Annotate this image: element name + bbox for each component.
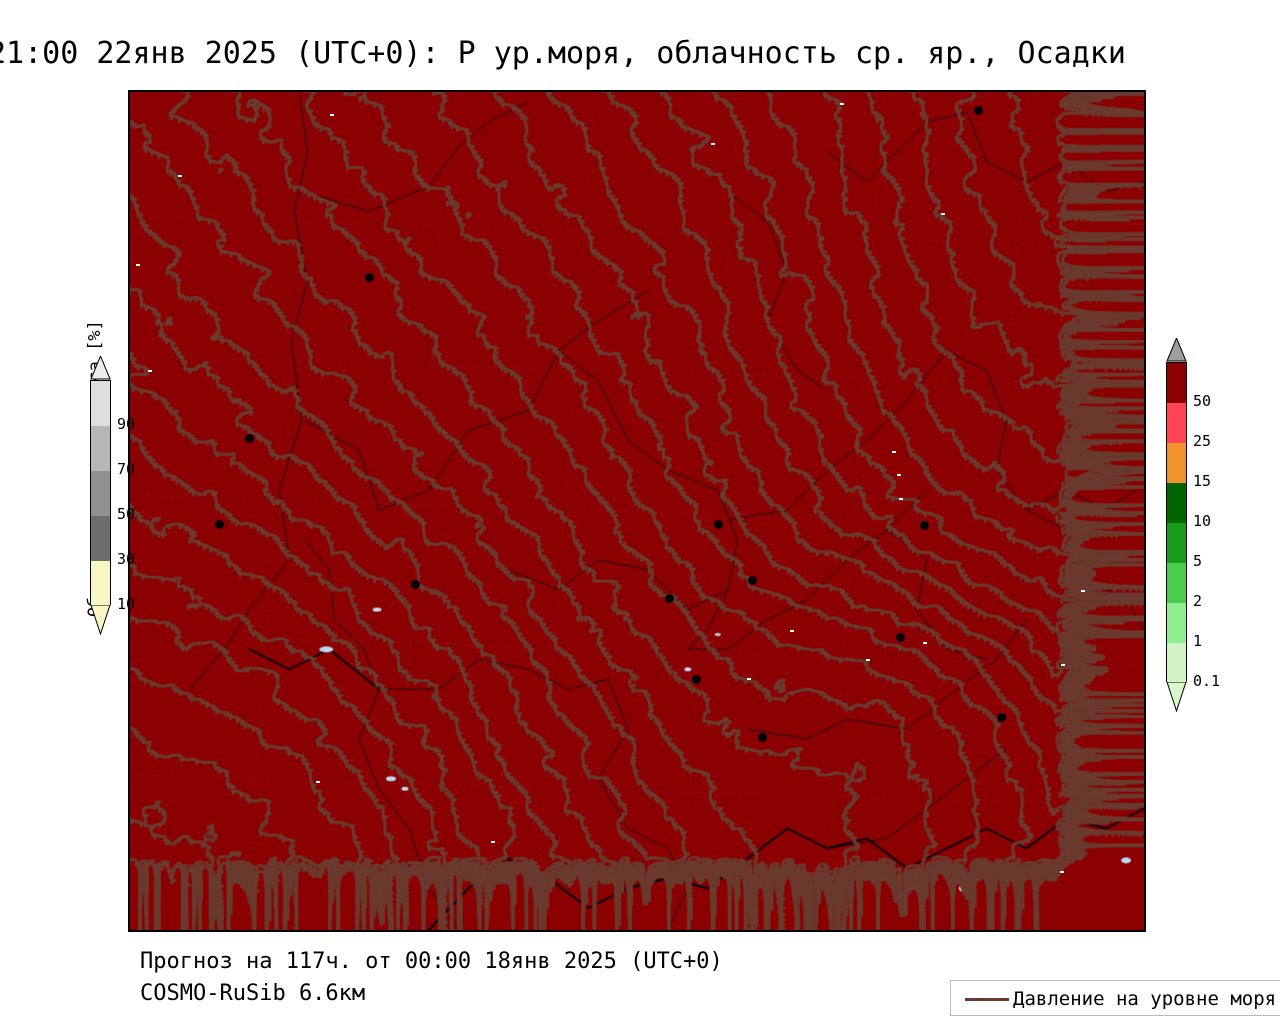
colorbar-segment	[1167, 643, 1186, 683]
colorbar-tick-label: 70	[117, 460, 136, 478]
precipitation-colorbar: Осадки за предыдущие 3 часа [мм] 5025151…	[1166, 334, 1220, 712]
pressure-isoline-label	[330, 114, 334, 116]
colorbar-segment	[1167, 603, 1186, 643]
colorbar-tick-label: 15	[1193, 472, 1212, 490]
pressure-isoline-label	[840, 103, 844, 105]
colorbar-segment	[91, 381, 110, 426]
pressure-isoline-label	[316, 781, 320, 783]
pressure-isoline-label	[790, 630, 794, 632]
map-raster	[130, 92, 1144, 930]
pressure-isoline-label	[899, 498, 903, 500]
forecast-info: Прогноз на 117ч. от 00:00 18янв 2025 (UT…	[140, 949, 723, 974]
model-info: COSMO-RuSib 6.6км	[140, 981, 366, 1006]
colorbar-segment	[1167, 403, 1186, 443]
colorbar-tick-label: 10	[117, 595, 136, 613]
pressure-isoline-label	[1061, 664, 1065, 666]
pressure-isoline-label	[897, 474, 901, 476]
colorbar-tick-label: 30	[117, 550, 136, 568]
pressure-isoline-label	[148, 370, 152, 372]
colorbar-segment	[91, 471, 110, 516]
colorbar-bottom-arrow-icon	[90, 605, 111, 635]
colorbar-bottom-arrow-icon	[1166, 682, 1187, 712]
pressure-isoline-label	[178, 175, 182, 177]
colorbar-tick-label: 2	[1193, 592, 1203, 610]
pressure-isoline-label	[892, 451, 896, 453]
chart-title-bar: 21:00 22янв 2025 (UTC+0): P ур.моря, обл…	[0, 32, 1280, 76]
pressure-legend-line-icon	[965, 998, 1009, 1001]
footer: Прогноз на 117ч. от 00:00 18янв 2025 (UT…	[140, 946, 723, 1010]
pressure-isoline-label	[711, 143, 715, 145]
pressure-legend: Давление на уровне моря	[950, 980, 1280, 1016]
colorbar-segment	[1167, 563, 1186, 603]
colorbar-segment	[1167, 363, 1186, 403]
page-title: 21:00 22янв 2025 (UTC+0): P ур.моря, обл…	[0, 36, 1126, 71]
colorbar-tick-label: 1	[1193, 632, 1203, 650]
pressure-isoline-label	[1081, 590, 1085, 592]
weather-map[interactable]	[128, 90, 1146, 932]
pressure-isoline-label	[941, 213, 945, 215]
pressure-legend-label: Давление на уровне моря	[1013, 988, 1277, 1010]
colorbar-top-arrow-icon	[90, 356, 111, 380]
colorbar-tick-label: 0.1	[1193, 672, 1221, 690]
colorbar-segment	[91, 426, 110, 471]
pressure-isoline-label	[866, 659, 870, 661]
colorbar-segment	[91, 561, 110, 606]
colorbar-tick-label: 50	[117, 505, 136, 523]
colorbar-body	[1166, 362, 1187, 683]
pressure-isoline-label	[747, 678, 751, 680]
colorbar-tick-label: 90	[117, 415, 136, 433]
colorbar-tick-label: 50	[1193, 392, 1212, 410]
pressure-isoline-label	[491, 841, 495, 843]
pressure-isoline-label	[136, 264, 140, 266]
colorbar-segment	[1167, 443, 1186, 483]
colorbar-top-arrow-icon	[1166, 338, 1187, 362]
colorbar-segment	[1167, 483, 1186, 523]
colorbar-segment	[1167, 523, 1186, 563]
colorbar-segment	[91, 516, 110, 561]
pressure-isoline-label	[1060, 871, 1064, 873]
colorbar-tick-label: 25	[1193, 432, 1212, 450]
colorbar-tick-label: 5	[1193, 552, 1203, 570]
pressure-isoline-label	[923, 642, 927, 644]
colorbar-body	[90, 380, 111, 606]
colorbar-tick-label: 10	[1193, 512, 1212, 530]
